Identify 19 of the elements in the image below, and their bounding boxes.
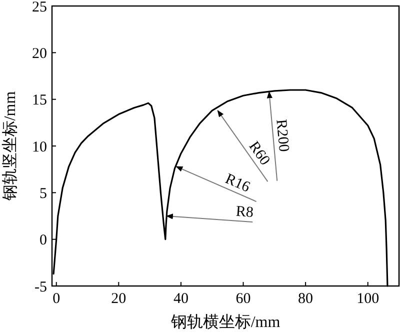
x-tick-label: 0: [52, 291, 60, 307]
x-tick-label: 60: [236, 291, 251, 307]
y-tick-label: 10: [32, 139, 47, 156]
y-tick-label: 20: [32, 46, 47, 62]
x-tick-label: 100: [356, 291, 380, 307]
y-tick-label: 0: [40, 232, 47, 249]
y-axis-title: 钢轨竖坐标/mm: [1, 90, 19, 202]
y-tick-label: -5: [34, 279, 47, 296]
y-tick-label: 15: [32, 92, 47, 109]
x-tick-label: 80: [298, 291, 314, 307]
y-tick-label: 25: [32, 0, 47, 16]
annotation: R8: [235, 204, 254, 222]
annotation: R200: [272, 118, 292, 152]
annotation: R16: [222, 171, 253, 196]
x-axis-title: 钢轨横坐标/mm: [170, 313, 281, 331]
x-tick-label: 40: [173, 291, 188, 307]
y-tick-label: 5: [40, 186, 47, 202]
annotation: R60: [245, 138, 273, 168]
x-tick-label: 20: [111, 291, 126, 307]
